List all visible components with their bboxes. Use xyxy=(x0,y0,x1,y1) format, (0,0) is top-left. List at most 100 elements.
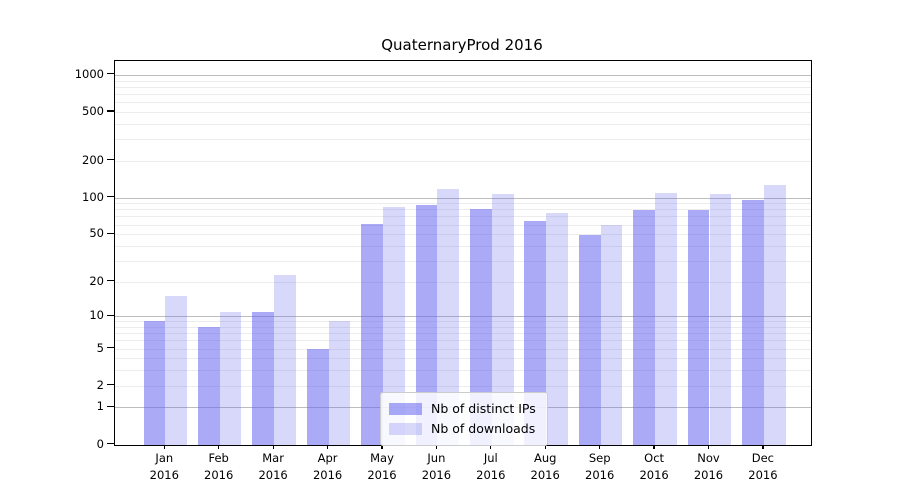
major-gridline xyxy=(115,197,811,199)
y-tick-label: 1000 xyxy=(74,66,104,81)
x-tick-mark xyxy=(653,444,655,450)
y-tick-label: 100 xyxy=(82,189,104,204)
x-tick-mark xyxy=(762,444,764,450)
y-tick-label: 5 xyxy=(96,340,104,355)
x-tick-year: 2016 xyxy=(639,467,669,482)
x-tick-year: 2016 xyxy=(421,467,452,482)
bar-aug-downloads xyxy=(546,212,568,445)
x-tick-label: Oct 2016 xyxy=(624,450,684,483)
minor-gridline xyxy=(115,234,811,236)
bar-sep-downloads xyxy=(600,224,623,445)
minor-gridline xyxy=(115,281,811,283)
plot-area: Nb of distinct IPs Nb of downloads xyxy=(114,59,812,446)
bar-jan-downloads xyxy=(165,296,188,445)
y-tick-mark xyxy=(107,384,114,386)
x-tick-label: Aug 2016 xyxy=(515,450,575,483)
legend-item-distinct-ips: Nb of distinct IPs xyxy=(389,399,539,419)
x-tick-label: Sep 2016 xyxy=(570,450,630,483)
x-tick-month: Mar xyxy=(262,451,284,465)
legend-label-downloads: Nb of downloads xyxy=(431,421,536,436)
y-tick-mark xyxy=(107,73,114,75)
minor-gridline xyxy=(115,340,811,342)
minor-gridline xyxy=(115,203,811,205)
bar-sep-ips xyxy=(578,235,601,445)
bar-apr-downloads xyxy=(328,321,351,445)
bar-jul-ips xyxy=(470,208,492,445)
x-tick-month: Jan xyxy=(155,451,174,465)
x-tick-month: Oct xyxy=(644,451,665,465)
bar-mar-ips xyxy=(252,311,275,445)
legend-swatch-distinct-ips xyxy=(389,402,422,415)
y-tick-mark xyxy=(107,314,114,316)
major-gridline xyxy=(115,74,811,76)
x-tick-year: 2016 xyxy=(585,467,615,482)
x-tick-year: 2016 xyxy=(476,467,506,482)
y-tick-label: 0 xyxy=(96,436,104,451)
legend-swatch-downloads xyxy=(389,422,422,435)
minor-gridline xyxy=(115,86,811,88)
bar-oct-ips xyxy=(633,210,656,445)
bar-dec-ips xyxy=(742,199,764,445)
bar-aug-ips xyxy=(524,221,547,445)
minor-gridline xyxy=(115,111,811,113)
x-tick-mark xyxy=(272,444,274,450)
bar-jul-downloads xyxy=(491,193,514,445)
y-tick-mark xyxy=(107,405,114,408)
bar-jun-ips xyxy=(415,204,438,445)
x-tick-label: Dec 2016 xyxy=(733,450,793,483)
bar-oct-downloads xyxy=(655,192,677,445)
x-tick-mark xyxy=(490,444,492,450)
x-tick-month: Aug xyxy=(533,451,557,465)
x-tick-mark xyxy=(163,444,165,450)
legend: Nb of distinct IPs Nb of downloads xyxy=(380,391,548,446)
bar-mar-downloads xyxy=(274,274,296,445)
minor-gridline xyxy=(115,326,811,328)
y-tick-label: 2 xyxy=(96,377,104,392)
minor-gridline xyxy=(115,102,811,104)
x-tick-year: 2016 xyxy=(204,467,234,482)
x-tick-mark xyxy=(599,444,601,450)
x-tick-mark xyxy=(435,444,438,450)
minor-gridline xyxy=(115,216,811,218)
x-tick-label: Feb 2016 xyxy=(189,450,249,483)
x-tick-year: 2016 xyxy=(312,467,343,482)
y-tick-label: 20 xyxy=(89,273,104,288)
minor-gridline xyxy=(115,80,811,82)
y-tick-label: 1 xyxy=(96,399,104,414)
minor-gridline xyxy=(115,93,811,95)
y-tick-mark xyxy=(107,159,114,161)
chart-title: QuaternaryProd 2016 xyxy=(381,36,543,54)
x-tick-month: Sep xyxy=(588,451,611,465)
x-tick-year: 2016 xyxy=(258,467,288,482)
major-gridline xyxy=(115,316,811,318)
y-tick-mark xyxy=(107,442,114,445)
x-tick-label: Jan 2016 xyxy=(134,450,194,483)
minor-gridline xyxy=(115,333,811,335)
x-tick-month: Jun xyxy=(427,451,446,465)
minor-gridline xyxy=(115,123,811,125)
x-tick-year: 2016 xyxy=(149,467,179,482)
x-tick-month: May xyxy=(370,451,394,465)
bar-apr-ips xyxy=(306,348,329,445)
minor-gridline xyxy=(115,160,811,162)
x-tick-year: 2016 xyxy=(693,467,724,482)
legend-label-distinct-ips: Nb of distinct IPs xyxy=(431,401,536,416)
x-tick-mark xyxy=(218,444,220,450)
x-tick-mark xyxy=(381,444,383,450)
x-tick-month: Apr xyxy=(317,451,338,465)
x-tick-month: Nov xyxy=(697,451,720,465)
minor-gridline xyxy=(115,321,811,323)
y-tick-mark xyxy=(107,280,114,282)
bar-jun-downloads xyxy=(437,188,460,445)
y-tick-label: 50 xyxy=(89,226,104,241)
bar-nov-ips xyxy=(687,210,710,445)
x-tick-mark xyxy=(544,444,546,450)
x-tick-year: 2016 xyxy=(748,467,778,482)
x-tick-month: Feb xyxy=(208,451,229,465)
bar-jan-ips xyxy=(143,321,166,445)
y-tick-label: 200 xyxy=(82,152,104,167)
x-tick-label: Nov 2016 xyxy=(679,450,739,483)
x-tick-label: Mar 2016 xyxy=(243,450,303,483)
bar-may-ips xyxy=(361,223,383,445)
